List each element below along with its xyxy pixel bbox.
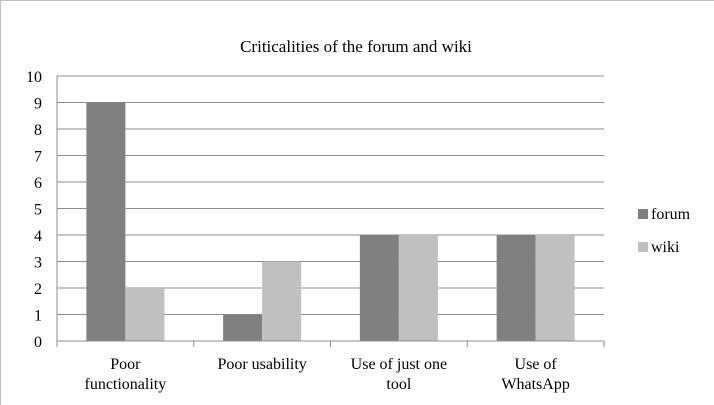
y-tick-label: 9: [34, 96, 42, 113]
y-tick-label: 4: [34, 228, 42, 245]
y-axis-ticks: 0 1 2 3 4 5 6 7 8 9 10: [26, 69, 42, 351]
y-tick-label: 10: [26, 69, 42, 86]
legend-swatch-wiki: [638, 242, 648, 252]
y-tick-label: 5: [34, 202, 42, 219]
y-tick-label: 1: [34, 308, 42, 325]
bar-forum: [496, 235, 536, 341]
x-category-label: tool: [386, 376, 411, 393]
y-tick-label: 0: [34, 334, 42, 351]
y-tick-label: 8: [34, 122, 42, 139]
x-axis-categories: Poor functionality Poor usability Use of ju…: [84, 356, 569, 393]
bar-forum: [359, 235, 399, 341]
x-category-label: Poor usability: [217, 356, 306, 373]
bar-forum: [223, 314, 263, 341]
bar-wiki: [262, 261, 302, 341]
legend-label-forum: forum: [651, 206, 691, 223]
x-axis: [56, 76, 605, 347]
y-tick-label: 2: [34, 281, 42, 298]
legend-swatch-forum: [638, 209, 648, 219]
bar-wiki: [398, 235, 438, 341]
x-category-label: WhatsApp: [501, 376, 569, 393]
y-tick-label: 6: [34, 175, 42, 192]
bar-wiki: [535, 235, 575, 341]
bar-wiki: [125, 288, 165, 341]
chart-title: Criticalities of the forum and wiki: [240, 37, 472, 56]
bar-forum: [86, 102, 126, 341]
bars: [86, 102, 575, 341]
legend-label-wiki: wiki: [651, 239, 680, 256]
y-tick-label: 3: [34, 255, 42, 272]
y-tick-label: 7: [34, 149, 42, 166]
legend: forum wiki: [638, 206, 691, 256]
x-category-label: functionality: [84, 376, 166, 393]
x-category-label: Use of just one: [351, 356, 447, 373]
x-category-label: Poor: [110, 356, 141, 373]
x-category-label: Use of: [515, 356, 558, 373]
